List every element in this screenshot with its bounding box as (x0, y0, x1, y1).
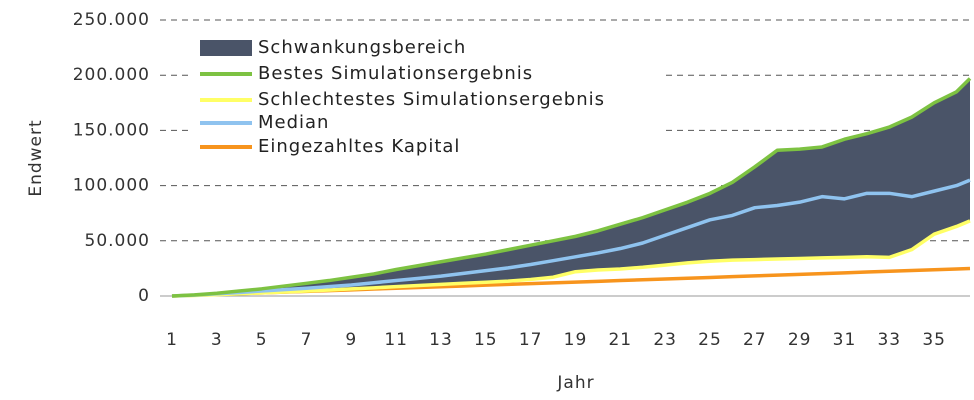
range-band (172, 78, 970, 297)
x-tick-label: 13 (429, 330, 453, 350)
x-tick-label: 27 (743, 330, 767, 350)
x-tick-label: 5 (256, 330, 268, 350)
x-tick-label: 9 (345, 330, 357, 350)
legend-swatch (200, 40, 252, 56)
x-tick-label: 11 (384, 330, 408, 350)
x-axis-label: Jahr (556, 373, 594, 393)
y-tick-label: 250.000 (73, 10, 150, 30)
y-tick-label: 100.000 (73, 176, 150, 196)
x-tick-label: 29 (788, 330, 812, 350)
y-tick-label: 200.000 (73, 65, 150, 85)
x-tick-label: 3 (211, 330, 223, 350)
y-tick-label: 0 (138, 286, 150, 306)
x-tick-label: 19 (564, 330, 588, 350)
x-tick-label: 35 (922, 330, 946, 350)
x-tick-label: 25 (698, 330, 722, 350)
legend-box (188, 32, 662, 164)
y-axis-label: Endwert (26, 119, 46, 196)
legend-label: Schwankungsbereich (258, 37, 466, 58)
plot (171, 77, 972, 298)
x-tick-label: 15 (474, 330, 498, 350)
x-tick-label: 33 (877, 330, 901, 350)
y-tick-label: 150.000 (73, 120, 150, 140)
legend-label: Eingezahltes Kapital (258, 136, 460, 157)
x-tick-label: 7 (301, 330, 313, 350)
series-line (171, 77, 972, 298)
x-tick-label: 1 (166, 330, 178, 350)
legend-label: Bestes Simulationsergebnis (258, 63, 533, 84)
series-line (171, 219, 971, 298)
y-tick-label: 50.000 (85, 231, 150, 251)
x-tick-label: 31 (833, 330, 857, 350)
series-line (171, 178, 971, 298)
x-tick-label: 21 (608, 330, 632, 350)
legend-label: Schlechtestes Simulationsergebnis (258, 89, 605, 110)
x-tick-label: 23 (653, 330, 677, 350)
x-tick-label: 17 (519, 330, 543, 350)
legend-label: Median (258, 112, 329, 133)
legend: Schwankungsbereich Bestes Simulationserge… (188, 32, 662, 164)
